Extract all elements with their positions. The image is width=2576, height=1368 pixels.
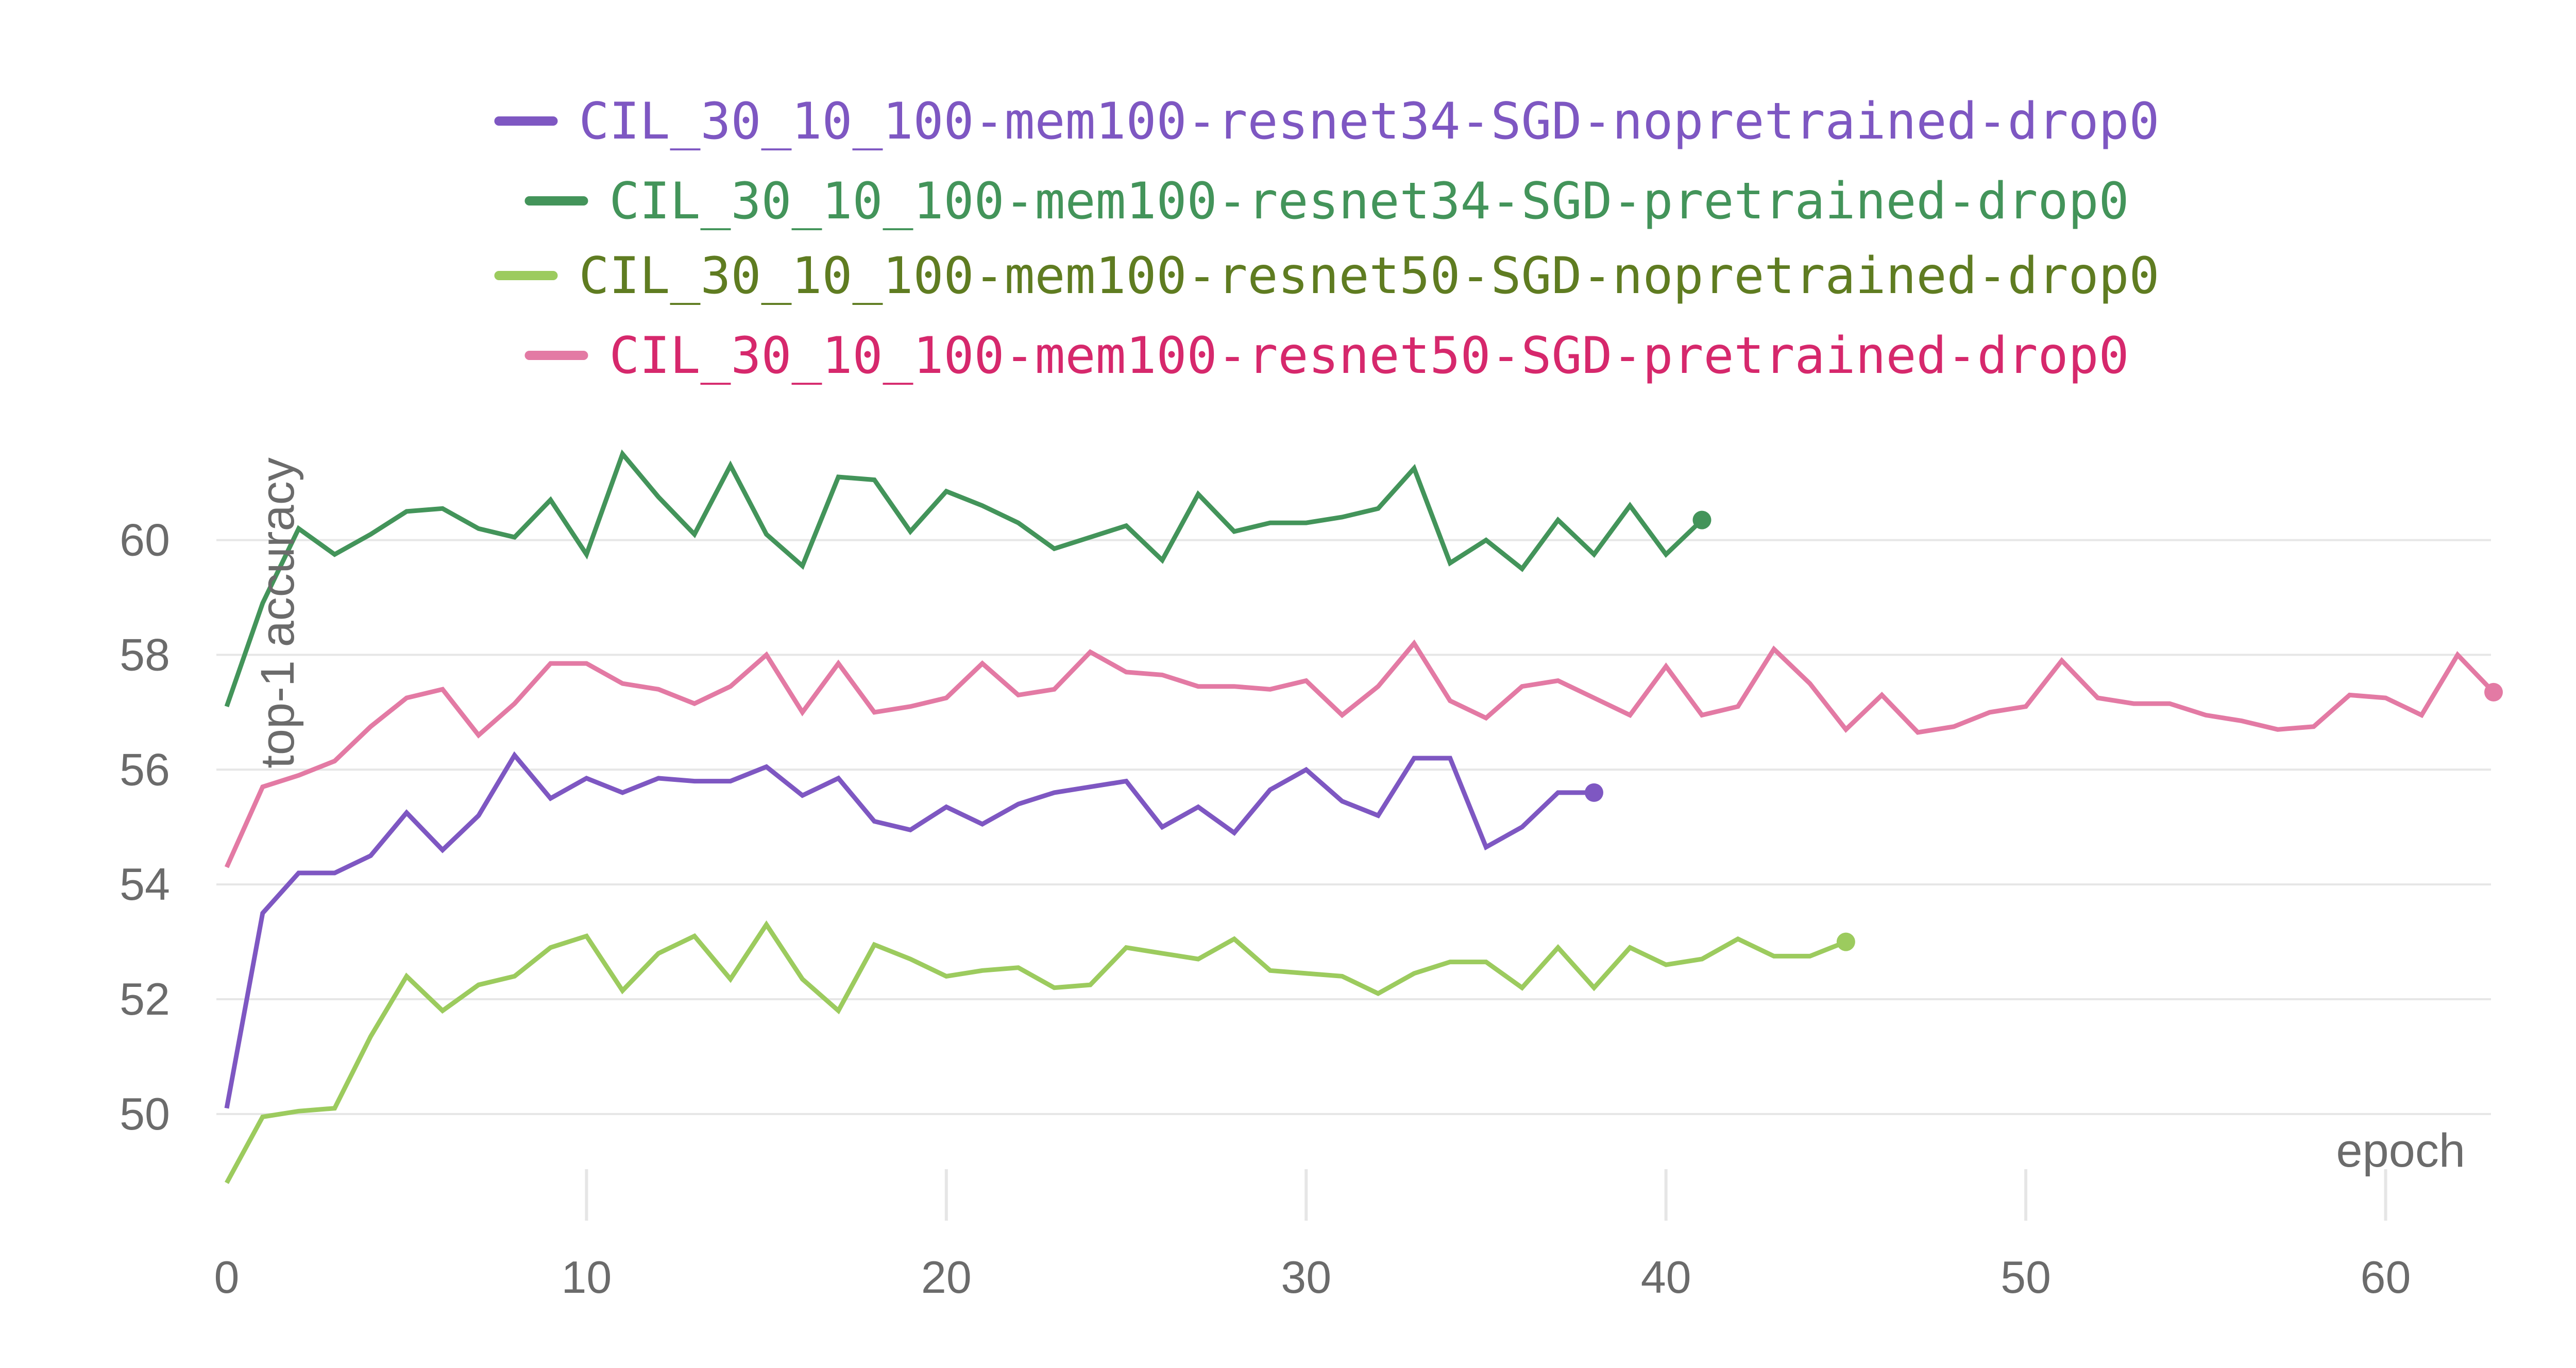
x-tick-label: 10 [561,1252,612,1303]
series-line-4 [224,639,2496,868]
y-axis-title: top-1 accuracy [251,457,304,768]
legend-item: CIL_30_10_100-mem100-resnet34-SGD-nopret… [494,92,2160,151]
series-lines [224,449,2503,1184]
y-tick-label: 50 [120,1088,170,1139]
series-end-marker [1692,510,1711,529]
y-tick-label: 60 [120,515,170,566]
legend-item: CIL_30_10_100-mem100-resnet50-SGD-pretra… [524,327,2129,385]
x-tick-label: 20 [921,1252,972,1303]
series-end-marker [1836,932,1855,951]
series-end-marker [1584,783,1603,802]
y-tick-label: 52 [120,973,170,1024]
y-axis: 50 52 54 56 58 60 [120,515,170,1139]
y-tick-label: 54 [120,859,170,910]
series-end-marker [2484,682,2503,702]
series-line-3 [225,920,1847,1184]
legend-label: CIL_30_10_100-mem100-resnet50-SGD-nopret… [579,247,2159,305]
x-tick-label: 40 [1641,1252,1691,1303]
x-tick-label: 60 [2361,1252,2411,1303]
chart-legend: CIL_30_10_100-mem100-resnet34-SGD-nopret… [494,92,2160,385]
x-tick-label: 50 [2001,1252,2051,1303]
series-line-1 [224,751,1594,1109]
grid-lines [216,539,2491,1115]
legend-label: CIL_30_10_100-mem100-resnet34-SGD-nopret… [579,92,2159,151]
legend-label: CIL_30_10_100-mem100-resnet34-SGD-pretra… [609,172,2129,231]
series-line-2 [224,449,1704,708]
legend-label: CIL_30_10_100-mem100-resnet50-SGD-pretra… [609,327,2129,385]
legend-item: CIL_30_10_100-mem100-resnet50-SGD-nopret… [494,247,2160,305]
x-axis: 0 10 20 30 40 50 60 [214,1169,2411,1303]
y-tick-label: 56 [120,744,170,795]
x-tick-label: 0 [214,1252,240,1303]
x-tick-label: 30 [1281,1252,1331,1303]
legend-item: CIL_30_10_100-mem100-resnet34-SGD-pretra… [524,172,2129,231]
x-axis-title: epoch [2336,1124,2465,1177]
y-tick-label: 58 [120,629,170,680]
